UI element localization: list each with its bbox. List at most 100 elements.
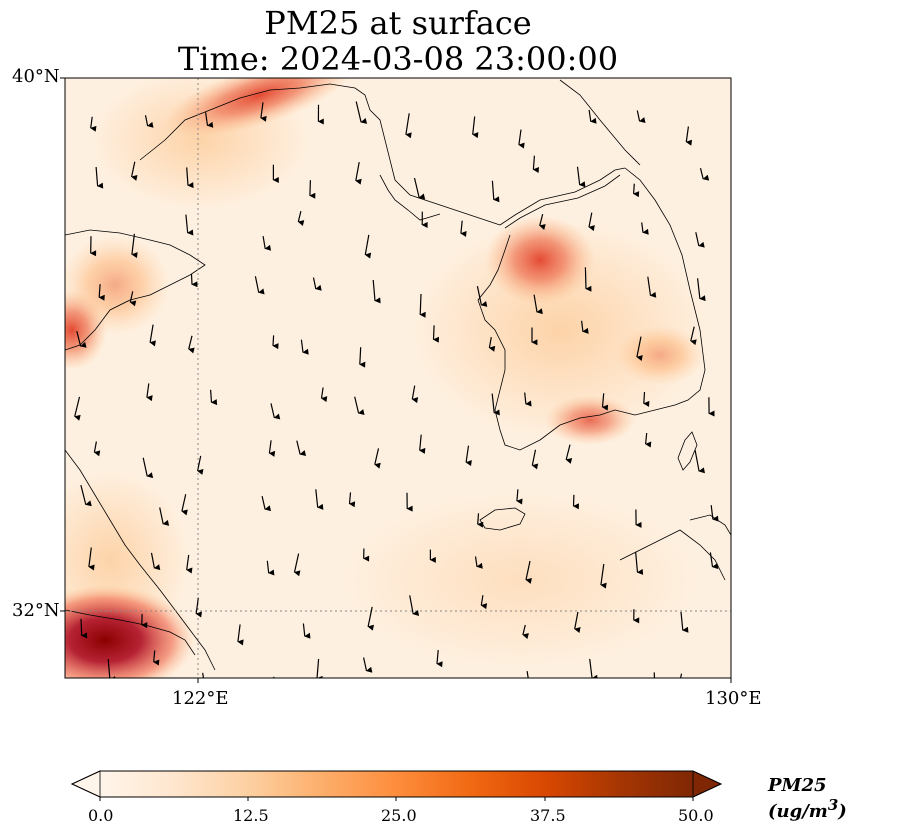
wind-arrow: [636, 336, 643, 362]
wind-arrow: [436, 650, 443, 668]
wind-arrow: [480, 595, 488, 610]
axis-tick-marks: [60, 77, 732, 683]
wind-arrow: [653, 672, 656, 678]
colorbar: [70, 770, 723, 801]
colorbar-tick-0: 0.0: [88, 806, 114, 825]
wind-arrow: [413, 177, 426, 200]
wind-arrow: [146, 383, 153, 402]
wind-arrow: [159, 507, 170, 526]
wind-arrow: [268, 440, 276, 457]
wind-arrow: [309, 180, 316, 199]
lat-tick-40n: 40°N: [12, 66, 60, 87]
lon-tick-130e: 130°E: [705, 688, 762, 709]
wind-arrow: [320, 387, 328, 403]
wind-arrow: [486, 680, 489, 699]
wind-arrow: [697, 278, 706, 302]
wind-arrow: [266, 560, 275, 576]
wind-arrow: [601, 393, 609, 411]
wind-arrow: [709, 552, 719, 570]
wind-arrow: [237, 624, 244, 646]
wind-arrow: [93, 441, 101, 457]
wind-arrow: [588, 109, 597, 124]
wind-arrow: [186, 167, 194, 189]
wind-arrow: [315, 489, 324, 510]
wind-arrow: [98, 284, 105, 301]
wind-arrow: [270, 403, 281, 420]
wind-arrow: [409, 595, 420, 616]
wind-arrow: [142, 457, 154, 479]
wind-arrow: [144, 115, 154, 128]
wind-arrow: [131, 161, 138, 181]
wind-arrow: [432, 325, 440, 343]
wind-arrow: [633, 183, 640, 198]
wind-arrow: [374, 448, 381, 469]
wind-arrow: [190, 274, 198, 288]
wind-arrow: [491, 180, 500, 203]
wind-arrow: [565, 444, 573, 464]
wind-arrow: [581, 320, 589, 334]
wind-arrow: [405, 113, 412, 139]
wind-arrow: [524, 392, 532, 407]
wind-arrow: [641, 222, 649, 235]
wind-arrow: [474, 556, 483, 569]
wind-arrow: [74, 396, 81, 421]
wind-arrow: [411, 385, 419, 404]
wind-arrow: [533, 294, 543, 315]
wind-arrow: [460, 220, 467, 237]
wind-arrow: [355, 161, 362, 185]
gridlines: [65, 78, 731, 678]
wind-arrow: [465, 445, 472, 467]
wind-arrow: [188, 335, 195, 354]
wind-arrow: [488, 336, 496, 352]
colorbar-tick-12-5: 12.5: [233, 806, 269, 825]
wind-arrow: [90, 116, 97, 132]
wind-arrow: [477, 513, 484, 528]
wind-arrow: [363, 657, 373, 673]
wind-arrow: [589, 658, 598, 678]
wind-arrow: [273, 676, 275, 678]
map-title-line1: PM25 at surface: [264, 4, 532, 42]
wind-arrow: [302, 623, 311, 639]
wind-arrow: [316, 658, 323, 678]
wind-arrow: [262, 236, 272, 251]
wind-arrow: [574, 611, 581, 633]
wind-arrow: [525, 560, 532, 584]
wind-arrow: [76, 330, 87, 348]
wind-arrow: [539, 213, 546, 230]
wind-arrow: [690, 326, 697, 346]
wind-arrow: [205, 112, 214, 128]
wind-arrow: [300, 339, 309, 355]
wind-arrow: [367, 606, 374, 631]
colorbar-tick-25: 25.0: [381, 806, 417, 825]
colorbar-tick-50: 50.0: [678, 806, 714, 825]
wind-arrow: [80, 618, 88, 639]
wind-arrow: [680, 673, 683, 678]
wind-arrow: [531, 449, 539, 470]
wind-arrow: [202, 672, 205, 678]
wind-arrow: [372, 279, 381, 304]
wind-arrow: [181, 494, 188, 516]
wind-arrow: [710, 505, 719, 522]
wind-arrow: [186, 554, 193, 574]
wind-arrow: [518, 129, 525, 149]
wind-arrow: [600, 563, 607, 589]
wind-arrow: [149, 324, 156, 347]
wind-arrow: [695, 232, 705, 248]
wind-arrow: [297, 210, 305, 226]
colorbar-title-end: ): [838, 801, 847, 822]
wind-arrow: [645, 432, 652, 448]
wind-arrow: [419, 293, 426, 318]
wind-arrow: [260, 102, 267, 122]
wind-arrow: [699, 168, 710, 181]
wind-arrow: [153, 650, 160, 666]
wind-arrow: [647, 276, 657, 298]
wind-arrow: [680, 611, 689, 633]
wind-arrow: [355, 101, 368, 124]
wind-arrow: [272, 335, 279, 350]
wind-arrow: [261, 495, 272, 512]
wind-arrow: [185, 214, 194, 236]
wind-arrow: [129, 291, 137, 307]
wind-arrow: [88, 547, 95, 571]
wind-arrow: [635, 551, 644, 575]
wind-arrow: [526, 671, 529, 678]
